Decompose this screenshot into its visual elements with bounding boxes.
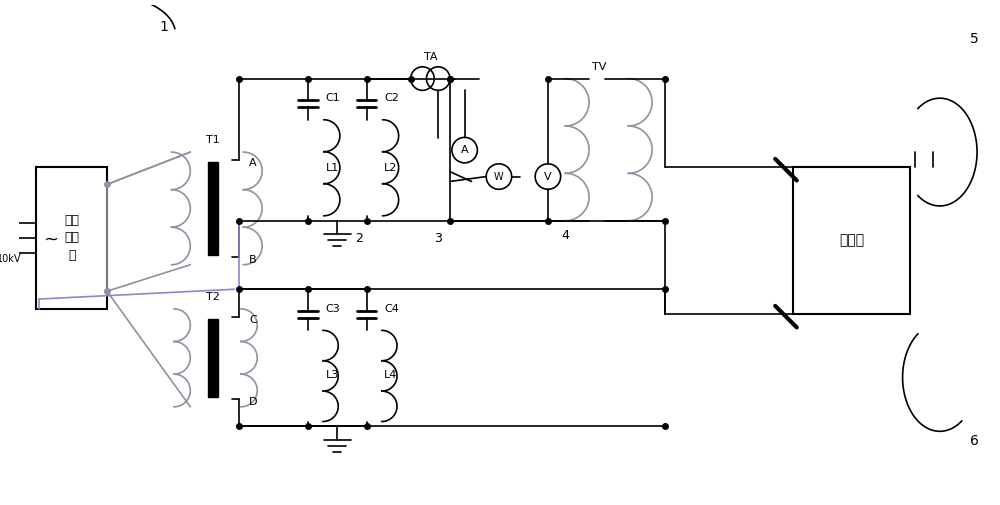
Text: 变频: 变频 <box>64 214 79 227</box>
Text: 换流变: 换流变 <box>839 233 864 247</box>
Text: 3: 3 <box>434 232 442 245</box>
Text: 5: 5 <box>970 32 978 46</box>
Text: 1: 1 <box>159 20 168 34</box>
Text: L3: L3 <box>326 371 339 380</box>
Text: L1: L1 <box>326 163 339 173</box>
Bar <box>793 167 910 314</box>
Text: D: D <box>249 397 258 407</box>
Bar <box>208 162 218 255</box>
Text: L2: L2 <box>384 163 398 173</box>
Text: C2: C2 <box>384 93 399 103</box>
Text: C: C <box>249 315 257 325</box>
Text: 柜: 柜 <box>68 249 75 262</box>
Text: A: A <box>461 145 468 155</box>
Text: TA: TA <box>424 52 437 62</box>
Text: 电源: 电源 <box>64 231 79 244</box>
Text: C4: C4 <box>384 304 399 314</box>
Text: 10kV: 10kV <box>0 255 21 264</box>
Text: TV: TV <box>592 62 606 72</box>
Text: V: V <box>544 172 552 182</box>
Bar <box>208 319 218 397</box>
Text: T2: T2 <box>206 292 220 302</box>
Text: C1: C1 <box>326 93 340 103</box>
Text: ~: ~ <box>43 231 58 249</box>
Text: A: A <box>249 158 257 168</box>
Text: B: B <box>249 255 257 265</box>
Text: 4: 4 <box>562 229 569 242</box>
Text: L4: L4 <box>384 371 398 380</box>
Bar <box>36 167 107 309</box>
Text: T1: T1 <box>206 135 220 145</box>
Text: W: W <box>494 172 504 182</box>
Text: C3: C3 <box>326 304 340 314</box>
Text: 6: 6 <box>970 434 979 448</box>
Text: 2: 2 <box>355 232 363 245</box>
